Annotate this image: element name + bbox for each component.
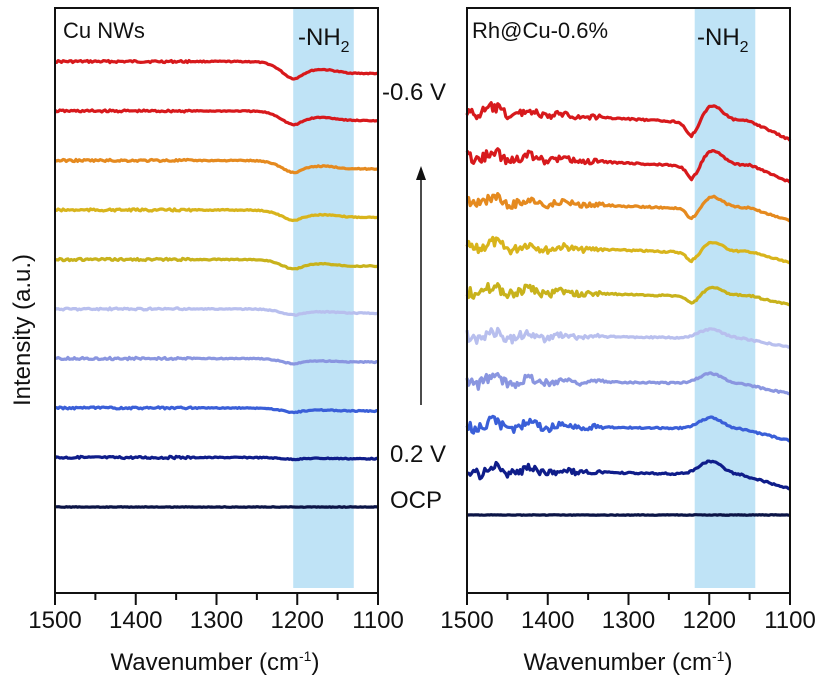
spectrum-trace [54,256,379,271]
band-label-subscript: 2 [740,39,749,56]
x-axis-label-text: Wavenumber (cm [524,649,712,676]
spectrum-trace [54,355,379,366]
spectrum-trace [465,371,791,396]
panel-rh-cu: 1500 1400 1300 1200 1100 Rh@Cu-0.6% -NH2 Wav… [440,7,816,676]
x-tick-label: 1400 [109,607,162,634]
x-tick-label: 1200 [683,607,736,634]
y-axis-label: Intensity (a.u.) [9,254,36,406]
x-axis-label-close: ) [724,649,732,676]
traces [465,101,792,517]
spectrum-trace [466,459,791,491]
x-axis-label-text: Wavenumber (cm [111,649,299,676]
nh2-band [293,8,354,588]
x-tick-label: 1500 [28,607,81,634]
spectrum-trace [465,326,791,349]
spectrum-trace [53,108,379,127]
spectrum-trace [54,454,379,462]
spectrum-trace [466,192,791,223]
spectrum-trace [54,306,379,317]
spectrum-trace [54,405,379,415]
nh2-band [694,8,756,588]
x-tick-label: 1400 [521,607,574,634]
increase-arrow [416,166,426,405]
panel-title: Cu NWs [63,18,145,43]
x-tick-label: 1300 [190,607,243,634]
x-ticks: 1500 1400 1300 1200 1100 [440,593,816,634]
x-tick-label: 1100 [352,607,404,634]
band-label: -NH2 [298,24,350,56]
x-tick-label: 1300 [602,607,655,634]
x-axis-label-close: ) [311,649,319,676]
label-ocp: OCP [390,487,442,514]
x-axis-label-sup: -1 [712,648,725,664]
x-tick-label: 1500 [440,607,493,634]
band-label-subscript: 2 [341,39,350,56]
band-label-text: -NH [298,24,341,51]
label-top-potential: -0.6 V [382,79,446,106]
band-label-text: -NH [697,24,740,51]
spectrum-trace [54,157,379,175]
x-ticks: 1500 1400 1300 1200 1100 [28,593,404,634]
spectrum-trace [55,58,379,81]
band-label: -NH2 [697,24,749,56]
x-axis-label: Wavenumber (cm-1) [524,648,733,676]
x-tick-label: 1100 [764,607,816,634]
spectrum-trace [465,414,791,443]
label-bottom-potential: 0.2 V [390,441,446,468]
spectrum-trace [465,147,792,184]
traces [53,58,379,509]
spectrum-trace [466,513,790,517]
panel-title: Rh@Cu-0.6% [472,18,608,43]
x-axis-label-sup: -1 [299,648,312,664]
x-axis-label: Wavenumber (cm-1) [111,648,320,676]
panel-cu-nws: 1500 1400 1300 1200 1100 Cu NWs -NH2 Wavenum… [28,7,404,676]
spectrum-trace [465,235,791,265]
spectrum-trace [54,505,379,509]
spectrum-trace [54,207,379,223]
spectrum-trace [465,101,792,142]
x-tick-label: 1200 [271,607,324,634]
spectrum-trace [465,282,791,307]
